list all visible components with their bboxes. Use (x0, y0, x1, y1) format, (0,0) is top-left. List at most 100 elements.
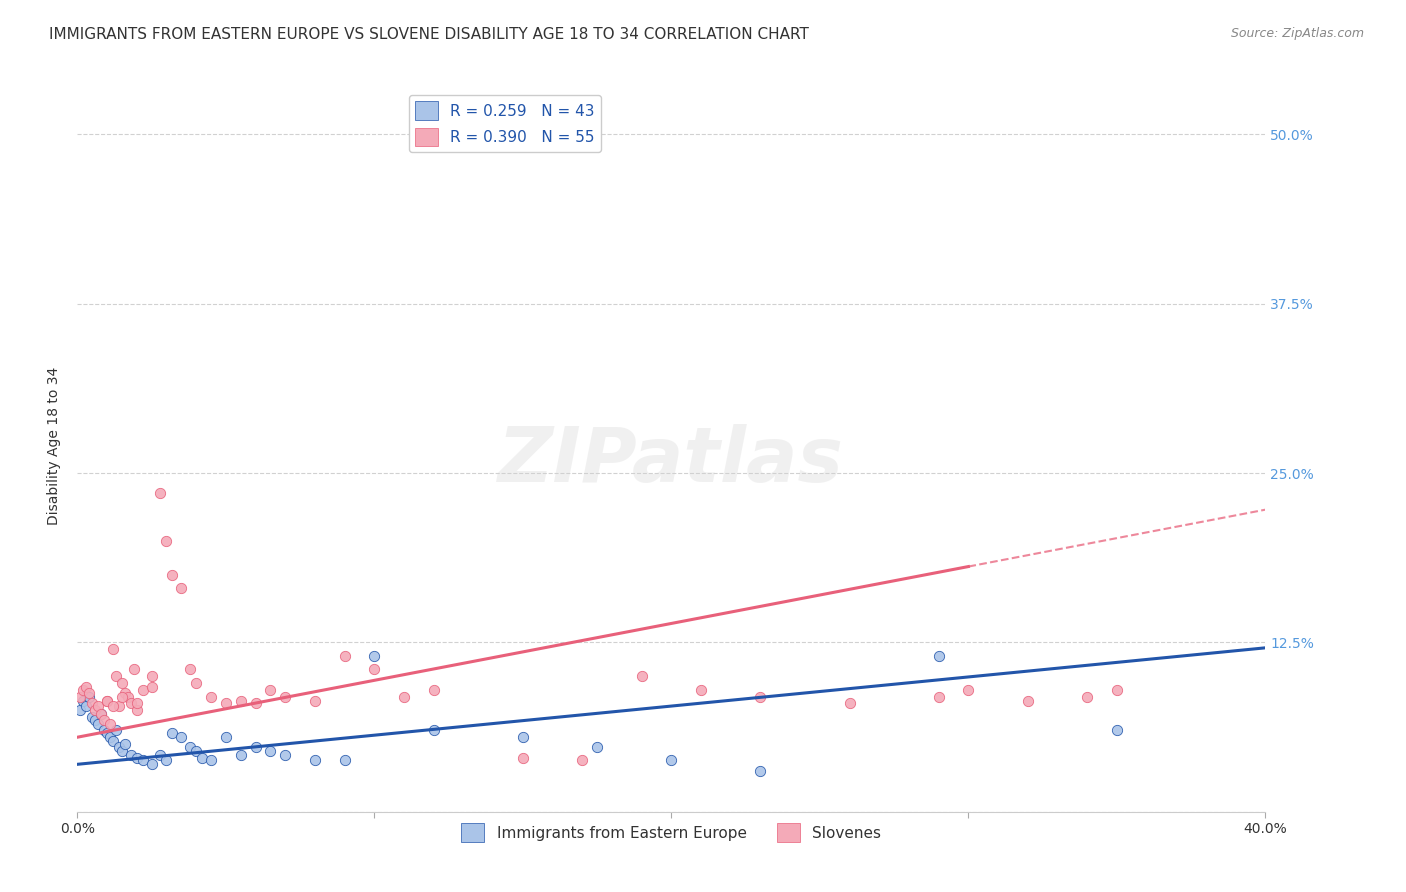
Point (93, 723, 115, 738)
Point (101, 699, 124, 714)
Point (928, 648, 950, 663)
Point (72, 693, 94, 707)
Point (120, 697, 142, 711)
Text: IMMIGRANTS FROM EASTERN EUROPE VS SLOVENE DISABILITY AGE 18 TO 34 CORRELATION CH: IMMIGRANTS FROM EASTERN EUROPE VS SLOVEN… (49, 27, 808, 42)
Point (90, 707, 112, 722)
Point (149, 486, 172, 500)
Point (304, 753, 326, 767)
Point (333, 753, 356, 767)
Point (104, 669, 127, 683)
Point (87, 699, 110, 714)
Point (200, 753, 222, 767)
Point (82, 710, 104, 724)
Point (155, 753, 177, 767)
Point (108, 699, 131, 714)
Point (1017, 693, 1039, 707)
Point (111, 744, 134, 758)
Point (229, 747, 252, 762)
Point (77, 690, 100, 704)
Point (259, 682, 281, 697)
Point (111, 676, 134, 690)
Point (75, 680, 97, 694)
Point (1105, 682, 1128, 697)
Point (69, 703, 91, 717)
Point (84, 713, 107, 727)
Point (274, 747, 297, 762)
Point (928, 690, 950, 704)
Point (84, 703, 107, 717)
Point (571, 753, 593, 767)
Point (101, 734, 124, 748)
Point (1076, 690, 1098, 704)
Point (155, 533, 177, 548)
Point (422, 682, 444, 697)
Point (274, 690, 297, 704)
Point (749, 690, 772, 704)
Point (125, 697, 148, 711)
Point (957, 682, 980, 697)
Point (186, 744, 208, 758)
Point (512, 730, 534, 744)
Point (141, 680, 163, 694)
Point (422, 723, 444, 738)
Point (108, 739, 131, 754)
Point (131, 753, 153, 767)
Point (586, 739, 609, 754)
Point (96, 693, 118, 707)
Point (125, 750, 148, 764)
Point (75, 699, 97, 714)
Point (392, 690, 415, 704)
Point (82, 697, 104, 711)
Point (170, 730, 193, 744)
Point (363, 648, 385, 663)
Point (162, 726, 184, 740)
Point (838, 697, 860, 711)
Point (1105, 723, 1128, 738)
Point (191, 750, 214, 764)
Point (141, 669, 163, 683)
Point (120, 747, 142, 762)
Point (259, 744, 281, 758)
Point (170, 581, 193, 595)
Point (122, 663, 145, 677)
Point (104, 723, 127, 738)
Point (215, 697, 238, 711)
Point (363, 663, 385, 677)
Point (179, 739, 201, 754)
Point (690, 682, 713, 697)
Point (93, 713, 115, 727)
Point (125, 703, 148, 717)
Point (200, 690, 222, 704)
Point (186, 676, 208, 690)
Point (245, 739, 267, 754)
Point (749, 764, 772, 778)
Point (96, 726, 118, 740)
Point (245, 697, 267, 711)
Y-axis label: Disability Age 18 to 34: Disability Age 18 to 34 (48, 367, 62, 525)
Point (111, 690, 134, 704)
Point (162, 567, 184, 582)
Point (98, 716, 121, 731)
Text: ZIPatlas: ZIPatlas (498, 424, 845, 498)
Point (141, 757, 163, 772)
Text: Source: ZipAtlas.com: Source: ZipAtlas.com (1230, 27, 1364, 40)
Point (229, 693, 252, 707)
Point (179, 663, 201, 677)
Point (90, 707, 112, 722)
Point (96, 693, 118, 707)
Point (69, 690, 91, 704)
Point (87, 716, 110, 731)
Point (114, 737, 136, 751)
Legend: Immigrants from Eastern Europe, Slovenes: Immigrants from Eastern Europe, Slovenes (456, 817, 887, 848)
Point (661, 753, 683, 767)
Point (333, 648, 356, 663)
Point (114, 685, 136, 699)
Point (131, 682, 153, 697)
Point (215, 730, 238, 744)
Point (101, 642, 124, 657)
Point (304, 693, 326, 707)
Point (98, 730, 121, 744)
Point (630, 669, 652, 683)
Point (149, 747, 172, 762)
Point (117, 690, 139, 704)
